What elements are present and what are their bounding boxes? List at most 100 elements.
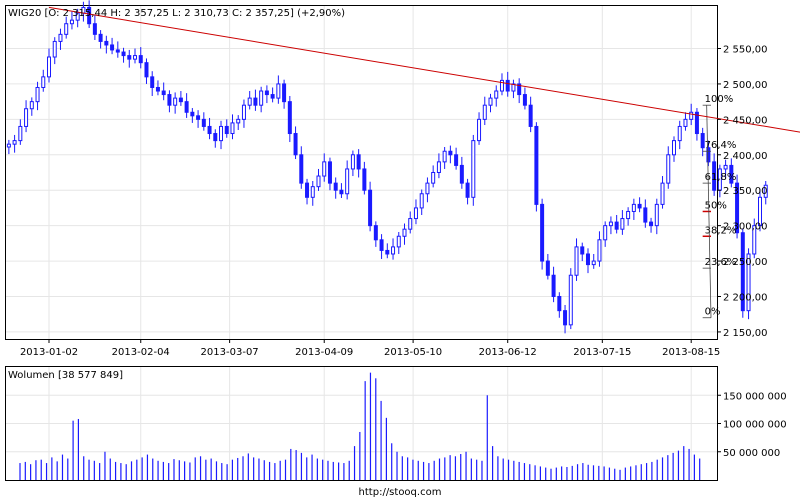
resistance-trendline: [48, 6, 800, 133]
candle-body: [723, 164, 728, 170]
ohlc-readout: [O: 2 315,44 H: 2 357,25 L: 2 310,73 C: …: [45, 8, 346, 19]
trendline: [48, 6, 800, 133]
price-tick-label: 2 450,00: [723, 115, 768, 126]
candle-body: [155, 86, 160, 92]
candle-body: [459, 164, 464, 184]
source-link[interactable]: http://stooq.com: [359, 487, 442, 498]
candle-body: [150, 76, 155, 88]
candle-body: [563, 310, 568, 326]
candle-body: [419, 193, 424, 209]
candle-body: [517, 83, 522, 96]
candle-body: [207, 125, 212, 135]
candle-body: [597, 239, 602, 262]
candle-body: [712, 161, 717, 191]
candle-body: [499, 79, 504, 92]
candle-body: [505, 79, 510, 92]
candle-body: [236, 118, 241, 124]
candle-body: [482, 104, 487, 120]
price-tick-label: 2 400,00: [723, 151, 768, 162]
candle-body: [127, 55, 132, 60]
grid-layer: [6, 6, 717, 480]
volume-axis-ticks: 50 000 000 100 000 000 150 000 000: [717, 391, 787, 459]
candle-body: [585, 253, 590, 266]
candle-body: [201, 118, 206, 127]
candle-body: [391, 246, 396, 255]
candle-body: [167, 94, 172, 106]
candle-body: [425, 182, 430, 195]
volume-header: Wolumen [38 577 849]: [8, 370, 123, 381]
candle-body: [293, 133, 298, 156]
candle-body: [316, 175, 321, 188]
candles: [6, 0, 768, 334]
candle-body: [735, 182, 740, 234]
candle-body: [322, 161, 327, 177]
candle-body: [758, 196, 763, 227]
candle-body: [29, 101, 34, 110]
candle-body: [637, 203, 642, 209]
candle-body: [110, 44, 115, 51]
candle-body: [580, 246, 585, 255]
date-tick-label: 2013-03-07: [201, 347, 259, 358]
date-tick-label: 2013-08-15: [662, 347, 720, 358]
candle-body: [454, 154, 459, 166]
price-tick-label: 2 500,00: [723, 80, 768, 91]
candle-body: [224, 125, 229, 135]
volume-readout: [38 577 849]: [58, 370, 123, 381]
candle-body: [327, 161, 332, 184]
candle-body: [511, 83, 516, 92]
candle-body: [477, 118, 482, 142]
y-axis-ticks: 2 150,00 2 200,00 2 250,00 2 300,00 2 350,00…: [717, 45, 768, 339]
candle-body: [259, 90, 264, 106]
candle-body: [6, 143, 11, 148]
volume-tick-label: 50 000 000: [723, 448, 780, 459]
date-tick-label: 2013-05-10: [384, 347, 442, 358]
candle-body: [219, 125, 224, 142]
candle-body: [379, 239, 384, 251]
candle-body: [666, 154, 671, 184]
date-tick-label: 2013-07-15: [573, 347, 631, 358]
fib-level-label: 50%: [705, 200, 727, 211]
x-axis-ticks: 2013-01-02 2013-02-04 2013-03-07 2013-04-09…: [20, 339, 720, 358]
candle-body: [41, 76, 46, 88]
candle-body: [161, 90, 166, 96]
candle-body: [35, 86, 40, 103]
candle-body: [52, 40, 57, 58]
candle-body: [230, 122, 235, 135]
volume-bars: [19, 372, 701, 480]
candle-body: [12, 140, 17, 145]
candle-body: [763, 184, 768, 198]
candle-body: [448, 150, 453, 156]
candle-body: [528, 104, 533, 127]
price-tick-label: 2 550,00: [723, 45, 768, 56]
candle-body: [368, 189, 373, 227]
candle-body: [339, 189, 344, 195]
candle-body: [333, 182, 338, 191]
candle-body: [551, 274, 556, 297]
candle-body: [694, 111, 699, 135]
candle-body: [350, 154, 355, 170]
candle-body: [138, 55, 143, 64]
candle-body: [264, 90, 269, 96]
price-tick-label: 2 300,00: [723, 222, 768, 233]
candle-body: [620, 218, 625, 230]
candle-body: [494, 90, 499, 99]
candle-body: [671, 140, 676, 156]
candle-body: [385, 249, 390, 255]
fib-level-label: 76,4%: [705, 140, 737, 151]
candle-body: [471, 140, 476, 198]
candle-body: [92, 23, 97, 35]
candle-body: [534, 125, 539, 205]
volume-label: Wolumen: [8, 370, 55, 381]
candle-body: [362, 168, 367, 191]
date-tick-label: 2013-02-04: [112, 347, 170, 358]
candle-body: [115, 49, 120, 53]
candle-body: [144, 62, 149, 78]
candle-body: [282, 83, 287, 103]
candle-body: [706, 147, 711, 163]
candle-body: [740, 232, 745, 312]
candle-body: [574, 246, 579, 276]
candle-body: [488, 97, 493, 106]
fib-level-label: 23,6%: [705, 257, 737, 268]
volume-tick-label: 100 000 000: [723, 420, 787, 431]
